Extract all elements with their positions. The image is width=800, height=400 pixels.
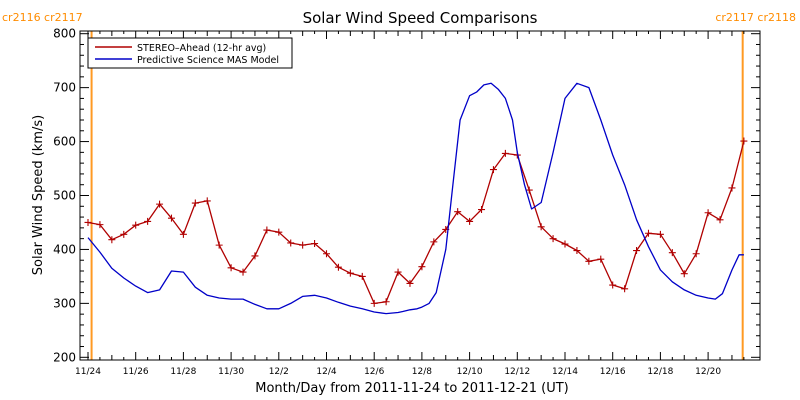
stereo-data-point: [132, 221, 140, 229]
carrington-label-right: cr2117 cr2118: [715, 11, 796, 24]
stereo-data-point: [334, 263, 342, 271]
y-tick-label: 700: [53, 81, 76, 95]
stereo-data-point: [215, 241, 223, 249]
stereo-data-point: [203, 197, 211, 205]
stereo-data-point: [537, 223, 545, 231]
stereo-data-point: [644, 229, 652, 237]
x-tick-label: 11/24: [75, 367, 101, 377]
stereo-data-point: [478, 206, 486, 214]
stereo-data-point: [549, 235, 557, 243]
stereo-data-point: [96, 221, 104, 229]
x-tick-label: 11/30: [218, 367, 244, 377]
stereo-data-point: [418, 263, 426, 271]
stereo-data-point: [621, 285, 629, 293]
legend: STEREO–Ahead (12-hr avg)Predictive Scien…: [87, 37, 293, 69]
stereo-data-point: [275, 228, 283, 236]
stereo-data-point: [382, 298, 390, 306]
stereo-data-point: [704, 209, 712, 217]
x-tick-label: 11/26: [123, 367, 149, 377]
stereo-data-point: [728, 184, 736, 192]
stereo-data-point: [167, 214, 175, 222]
stereo-data-point: [561, 240, 569, 248]
y-tick-label: 400: [53, 242, 76, 256]
stereo-data-point: [120, 230, 128, 238]
stereo-data-point: [406, 279, 414, 287]
stereo-data-point: [251, 252, 259, 260]
x-axis-label: Month/Day from 2011-11-24 to 2011-12-21 …: [255, 381, 568, 396]
x-tick-label: 12/20: [695, 367, 721, 377]
stereo-data-point: [394, 268, 402, 276]
stereo-data-point: [501, 149, 509, 157]
stereo-data-point: [346, 269, 354, 277]
stereo-data-point: [656, 230, 664, 238]
stereo-data-point: [454, 208, 462, 216]
stereo-data-point: [466, 217, 474, 225]
stereo-data-point: [144, 217, 152, 225]
y-tick-label: 600: [53, 135, 76, 149]
x-tick-label: 12/16: [600, 367, 626, 377]
stereo-data-point: [573, 247, 581, 255]
stereo-data-point: [358, 272, 366, 280]
stereo-data-point: [680, 270, 688, 278]
y-axis-label: Solar Wind Speed (km/s): [31, 115, 46, 275]
stereo-data-point: [525, 186, 533, 194]
chart-title: Solar Wind Speed Comparisons: [303, 9, 538, 27]
x-tick-label: 12/2: [269, 367, 289, 377]
x-tick-label: 11/28: [170, 367, 196, 377]
mas-model-line: [87, 82, 744, 315]
stereo-data-point: [430, 238, 438, 246]
stereo-data-point: [740, 137, 748, 145]
stereo-data-point: [227, 264, 235, 272]
y-tick-label: 800: [53, 27, 76, 41]
stereo-data-point: [191, 199, 199, 207]
x-tick-label: 12/14: [552, 367, 578, 377]
stereo-data-point: [287, 239, 295, 247]
plot-frame: 200 300 400 500 600 700 800 11/24 11/26 11/28 11/3…: [53, 27, 761, 377]
stereo-data-point: [716, 216, 724, 224]
stereo-data-point: [239, 268, 247, 276]
series-layer: [84, 82, 748, 315]
y-tick-label: 300: [53, 296, 76, 310]
stereo-data-point: [108, 236, 116, 244]
x-tick-label: 12/12: [504, 367, 530, 377]
y-tick-label: 500: [53, 189, 76, 203]
legend-label: Predictive Science MAS Model: [137, 55, 279, 66]
stereo-ahead-line: [87, 140, 745, 305]
carrington-boundaries: [90, 31, 744, 360]
stereo-data-point: [84, 218, 92, 226]
stereo-data-point: [585, 257, 593, 265]
x-tick-label: 12/4: [316, 367, 336, 377]
stereo-data-point: [323, 250, 330, 258]
legend-box: [87, 37, 293, 69]
stereo-data-point: [263, 226, 271, 234]
x-tick-label: 12/18: [647, 367, 673, 377]
plot-border: [79, 30, 761, 361]
stereo-data-point: [668, 249, 676, 257]
stereo-data-point: [370, 299, 378, 307]
stereo-data-point: [179, 230, 187, 238]
stereo-data-point: [299, 241, 307, 249]
y-tick-label: 200: [53, 350, 76, 364]
x-tick-label: 12/8: [412, 367, 432, 377]
legend-label: STEREO–Ahead (12-hr avg): [137, 43, 266, 54]
stereo-data-point: [311, 240, 319, 248]
stereo-data-point: [597, 255, 605, 263]
stereo-data-point: [609, 281, 617, 289]
x-tick-label: 12/10: [457, 367, 483, 377]
stereo-data-point: [156, 200, 164, 208]
carrington-label-left: cr2116 cr2117: [2, 11, 83, 24]
stereo-data-point: [489, 166, 497, 174]
stereo-data-point: [692, 250, 700, 258]
x-tick-label: 12/6: [364, 367, 384, 377]
stereo-data-point: [633, 247, 641, 255]
